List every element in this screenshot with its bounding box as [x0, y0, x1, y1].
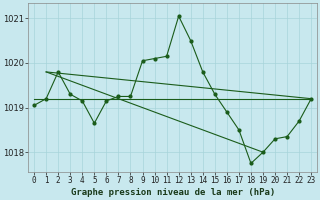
X-axis label: Graphe pression niveau de la mer (hPa): Graphe pression niveau de la mer (hPa) [70, 188, 275, 197]
